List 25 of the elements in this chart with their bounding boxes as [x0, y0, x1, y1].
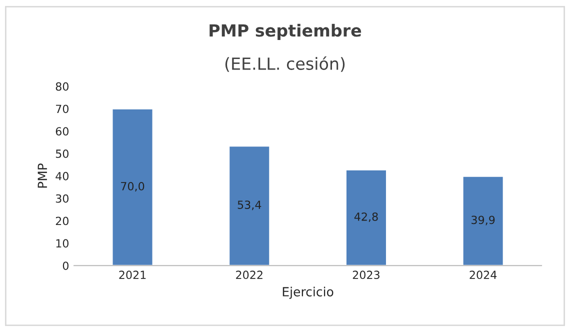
y-tick-label: 30 [56, 194, 68, 203]
y-tick-label: 60 [56, 127, 68, 136]
x-axis-title: Ejercicio [282, 286, 334, 299]
y-tick-label: 10 [56, 239, 68, 248]
data-label: 39,9 [472, 216, 495, 226]
y-axis-title: PMP [38, 163, 47, 188]
y-tick-label: 0 [62, 262, 68, 270]
bar [111, 108, 154, 266]
x-tick-label: 2024 [470, 270, 497, 280]
x-tick-label: 2021 [119, 270, 146, 280]
chart-subtitle: (EE.LL. cesión) [225, 56, 345, 72]
chart-title: PMP septiembre [210, 24, 362, 40]
data-label: 70,0 [121, 182, 144, 192]
y-tick-label: 50 [56, 150, 68, 158]
data-label: 53,4 [238, 200, 262, 210]
bar [228, 145, 271, 266]
x-tick-label: 2023 [352, 270, 380, 280]
x-tick-label: 2022 [236, 270, 262, 280]
y-tick-label: 80 [56, 82, 68, 91]
bar [462, 175, 504, 266]
data-label: 42,8 [354, 212, 378, 222]
bar [345, 168, 388, 266]
y-tick-label: 40 [56, 172, 68, 180]
y-tick-label: 70 [56, 104, 68, 114]
y-tick-label: 20 [56, 216, 68, 226]
